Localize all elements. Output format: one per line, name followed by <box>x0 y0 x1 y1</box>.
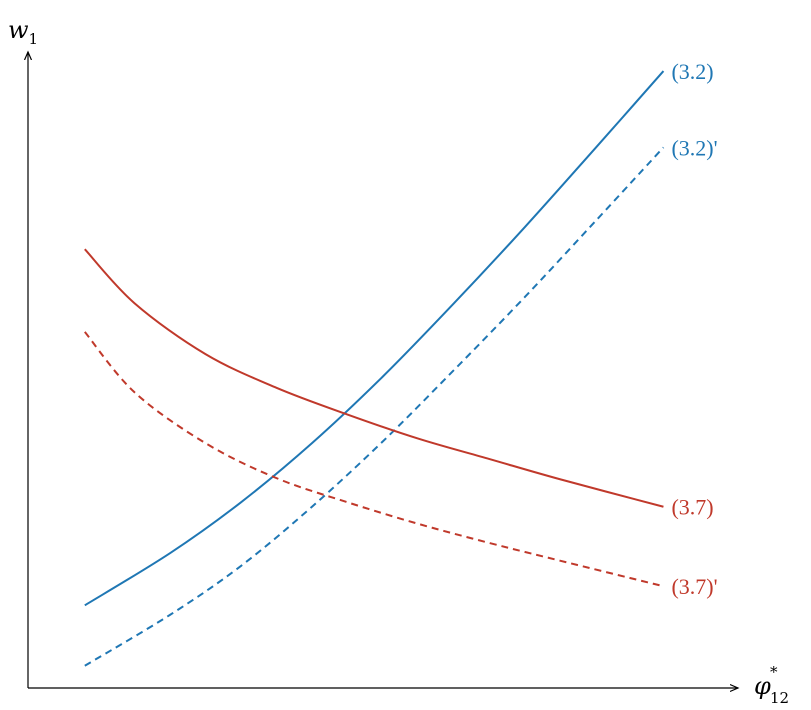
series-label-3: (3.7)' <box>671 574 717 599</box>
series-label-1: (3.2)' <box>671 135 717 160</box>
y-axis-symbol: w <box>8 16 29 44</box>
x-axis-subscript: 12 <box>770 689 789 707</box>
series-layer <box>84 70 665 667</box>
x-axis-label: φ <box>754 672 771 700</box>
x-axis-superscript: * <box>770 663 778 681</box>
series-line-0 <box>84 70 665 607</box>
series-line-1 <box>84 146 665 667</box>
series-label-2: (3.7) <box>671 495 713 520</box>
y-axis-subscript: 1 <box>29 30 39 48</box>
x-axis-symbol: φ <box>754 672 771 700</box>
y-axis-label: w1 <box>8 16 38 48</box>
series-line-2 <box>84 248 664 508</box>
label-layer: (3.2) (3.2)' (3.7) (3.7)' <box>671 59 717 599</box>
series-line-3 <box>84 331 664 588</box>
series-label-0: (3.2) <box>671 59 713 84</box>
